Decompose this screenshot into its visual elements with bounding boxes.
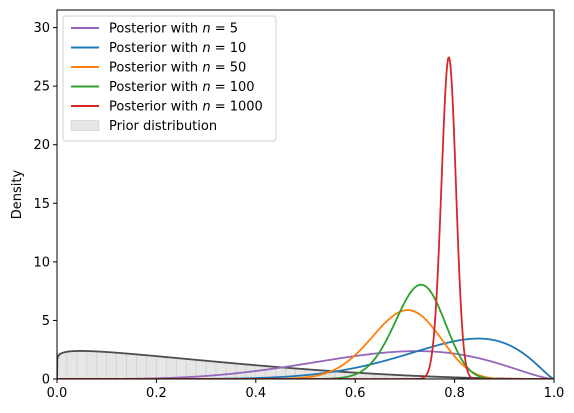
y-tick-label: 0 [42, 373, 50, 388]
legend-swatch-prior [70, 120, 100, 131]
prior-histogram-bar [136, 354, 147, 379]
prior-histogram-bar [146, 355, 157, 379]
prior-histogram-bar [156, 356, 167, 379]
legend-box [62, 15, 277, 142]
y-tick-label: 5 [42, 314, 50, 329]
y-tick-label: 30 [33, 21, 50, 36]
prior-histogram-bar [225, 362, 237, 379]
legend-label-3: Posterior with n = 50 [109, 61, 246, 76]
x-tick-label: 0.0 [47, 386, 68, 401]
y-tick-label: 10 [33, 255, 50, 270]
legend-label-prior: Prior distribution [109, 119, 217, 134]
legend-label-5: Posterior with n = 1000 [109, 100, 263, 115]
x-tick-label: 0.8 [444, 386, 465, 401]
series-line-5 [57, 56, 554, 379]
prior-histogram-bar [106, 352, 117, 379]
y-axis-title: Density [10, 169, 25, 219]
legend-label-2: Posterior with n = 10 [109, 41, 246, 56]
x-tick-label: 0.2 [146, 386, 167, 401]
prior-histogram-bar [235, 363, 247, 379]
prior-histogram-bar [175, 358, 187, 379]
prior-histogram-bar [86, 350, 98, 379]
legend-label-1: Posterior with n = 5 [109, 22, 238, 37]
prior-histogram-bar [166, 357, 177, 379]
prior-histogram-bar [215, 361, 227, 379]
legend-label-4: Posterior with n = 100 [109, 80, 255, 95]
x-axis: 0.0 0.2 0.4 0.6 0.8 1.0 [47, 379, 565, 401]
series-line-2 [57, 337, 554, 379]
prior-histogram-bar [66, 350, 78, 379]
legend: Posterior with n = 5 Posterior with n = 1… [62, 15, 277, 142]
prior-histogram-bar [96, 351, 108, 379]
y-tick-label: 15 [33, 197, 50, 212]
x-tick-label: 1.0 [544, 386, 565, 401]
prior-histogram-bar [76, 350, 88, 379]
plot-frame [56, 9, 555, 380]
y-axis: 0 5 10 15 20 25 30 [33, 21, 57, 388]
prior-histogram-bar [126, 353, 137, 379]
y-tick-label: 20 [33, 138, 50, 153]
prior-histogram-bar [116, 352, 127, 379]
x-tick-label: 0.6 [345, 386, 366, 401]
y-tick-label: 25 [33, 80, 50, 95]
x-tick-label: 0.4 [245, 386, 266, 401]
